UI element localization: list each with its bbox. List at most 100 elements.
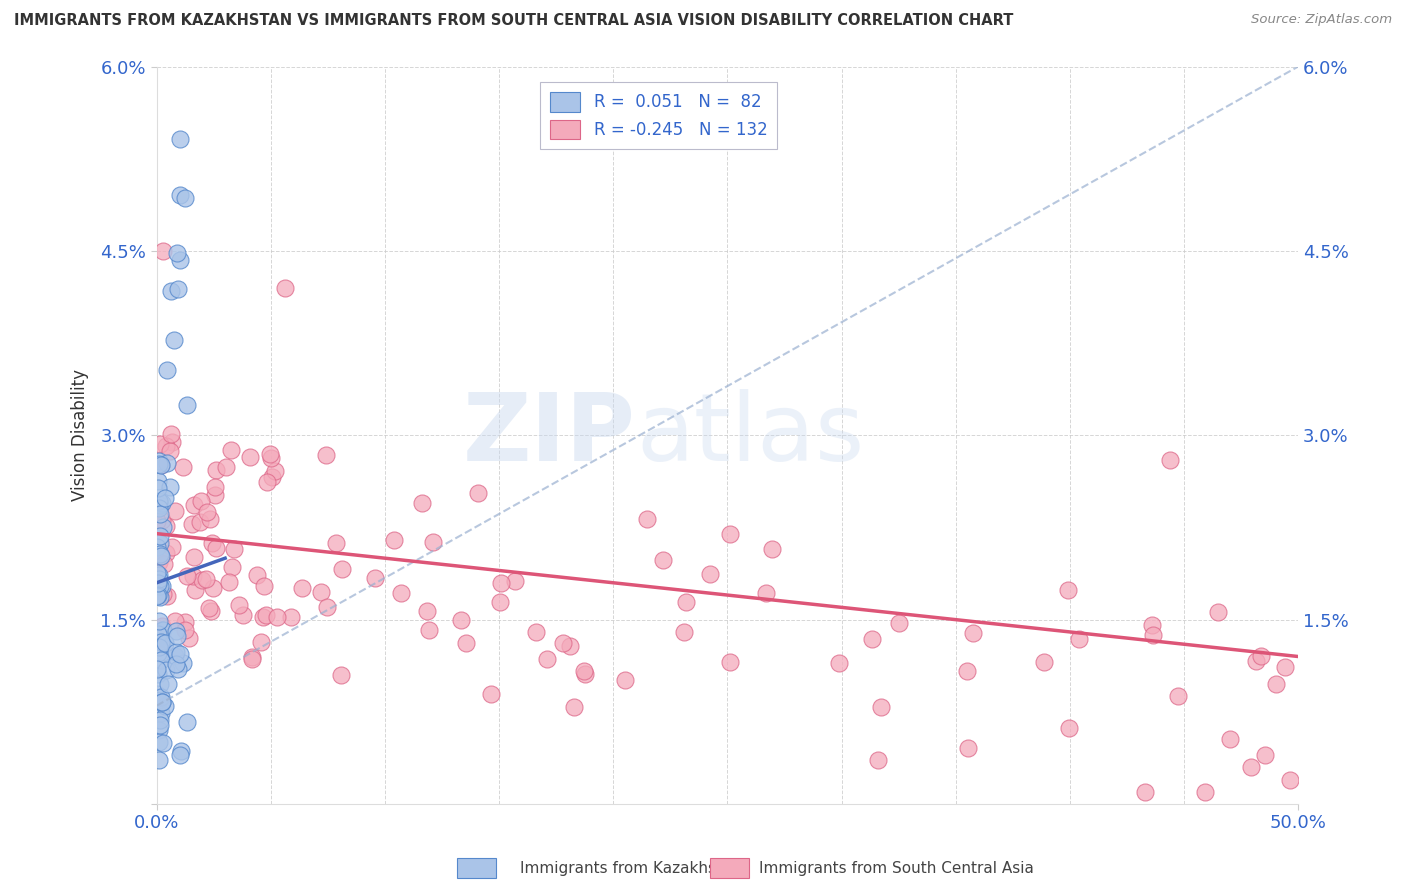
Point	[146, 566, 169, 580]
Point	[170, 744, 193, 758]
Point	[415, 604, 437, 618]
Point	[889, 615, 911, 630]
Point	[146, 589, 169, 603]
Point	[152, 244, 174, 258]
Point	[162, 434, 184, 449]
Point	[200, 512, 222, 526]
Point	[163, 504, 186, 518]
Point	[148, 632, 170, 646]
Point	[311, 585, 333, 599]
Point	[148, 640, 170, 654]
Point	[240, 652, 263, 666]
Point	[150, 695, 173, 709]
Point	[1159, 453, 1181, 467]
Point	[1264, 676, 1286, 690]
Point	[163, 649, 186, 664]
Point	[250, 634, 273, 648]
Point	[165, 624, 187, 638]
Point	[150, 635, 173, 649]
Point	[156, 456, 179, 470]
Point	[149, 508, 172, 522]
Point	[148, 579, 170, 593]
Point	[450, 613, 472, 627]
Point	[165, 615, 187, 629]
Point	[155, 546, 177, 560]
Point	[148, 646, 170, 660]
Point	[574, 666, 596, 681]
Point	[153, 491, 176, 505]
Point	[316, 599, 339, 614]
Point	[146, 474, 169, 488]
Point	[330, 562, 353, 576]
Point	[169, 132, 191, 146]
Point	[239, 450, 262, 464]
Point	[146, 514, 169, 528]
Point	[672, 625, 695, 640]
Point	[190, 573, 212, 587]
Point	[329, 668, 352, 682]
Point	[149, 579, 172, 593]
Point	[150, 579, 173, 593]
Point	[148, 494, 170, 508]
Point	[755, 586, 778, 600]
Point	[146, 687, 169, 701]
Point	[1194, 785, 1216, 799]
Point	[152, 623, 174, 637]
Point	[156, 589, 179, 603]
Point	[198, 600, 221, 615]
Point	[149, 713, 172, 727]
Legend: R =  0.051   N =  82, R = -0.245   N = 132: R = 0.051 N = 82, R = -0.245 N = 132	[540, 82, 778, 149]
Point	[183, 550, 205, 565]
Point	[152, 644, 174, 658]
Point	[262, 470, 284, 484]
Point	[254, 608, 277, 623]
Point	[173, 615, 195, 629]
Point	[148, 753, 170, 767]
Point	[148, 723, 170, 738]
Point	[503, 574, 526, 588]
Point	[179, 632, 201, 646]
Text: Immigrants from Kazakhstan: Immigrants from Kazakhstan	[520, 861, 741, 876]
Point	[1274, 659, 1296, 673]
Point	[172, 656, 194, 670]
Point	[153, 636, 176, 650]
Point	[149, 547, 172, 561]
Point	[146, 540, 169, 554]
Point	[240, 650, 263, 665]
Point	[146, 667, 169, 681]
Point	[149, 529, 172, 543]
Point	[148, 458, 170, 472]
Point	[150, 619, 173, 633]
Point	[152, 512, 174, 526]
Point	[572, 664, 595, 678]
Point	[149, 498, 172, 512]
Point	[228, 598, 250, 612]
Point	[149, 549, 172, 563]
Point	[218, 575, 240, 590]
Point	[167, 282, 190, 296]
Point	[176, 399, 198, 413]
Point	[1254, 748, 1277, 763]
Point	[1067, 632, 1090, 646]
Point	[869, 700, 891, 714]
Point	[180, 516, 202, 531]
Text: Source: ZipAtlas.com: Source: ZipAtlas.com	[1251, 13, 1392, 27]
Point	[165, 645, 187, 659]
Point	[200, 604, 222, 618]
Point	[956, 664, 979, 678]
Point	[389, 586, 412, 600]
Point	[1240, 760, 1263, 774]
Point	[205, 541, 228, 555]
Point	[149, 718, 172, 732]
Text: Immigrants from South Central Asia: Immigrants from South Central Asia	[759, 861, 1035, 876]
Point	[169, 747, 191, 762]
Point	[1206, 605, 1229, 619]
Point	[148, 588, 170, 602]
Point	[181, 569, 204, 583]
Point	[256, 475, 278, 489]
Point	[957, 740, 980, 755]
Point	[183, 498, 205, 512]
Point	[174, 623, 197, 637]
Point	[253, 579, 276, 593]
Point	[614, 673, 637, 687]
